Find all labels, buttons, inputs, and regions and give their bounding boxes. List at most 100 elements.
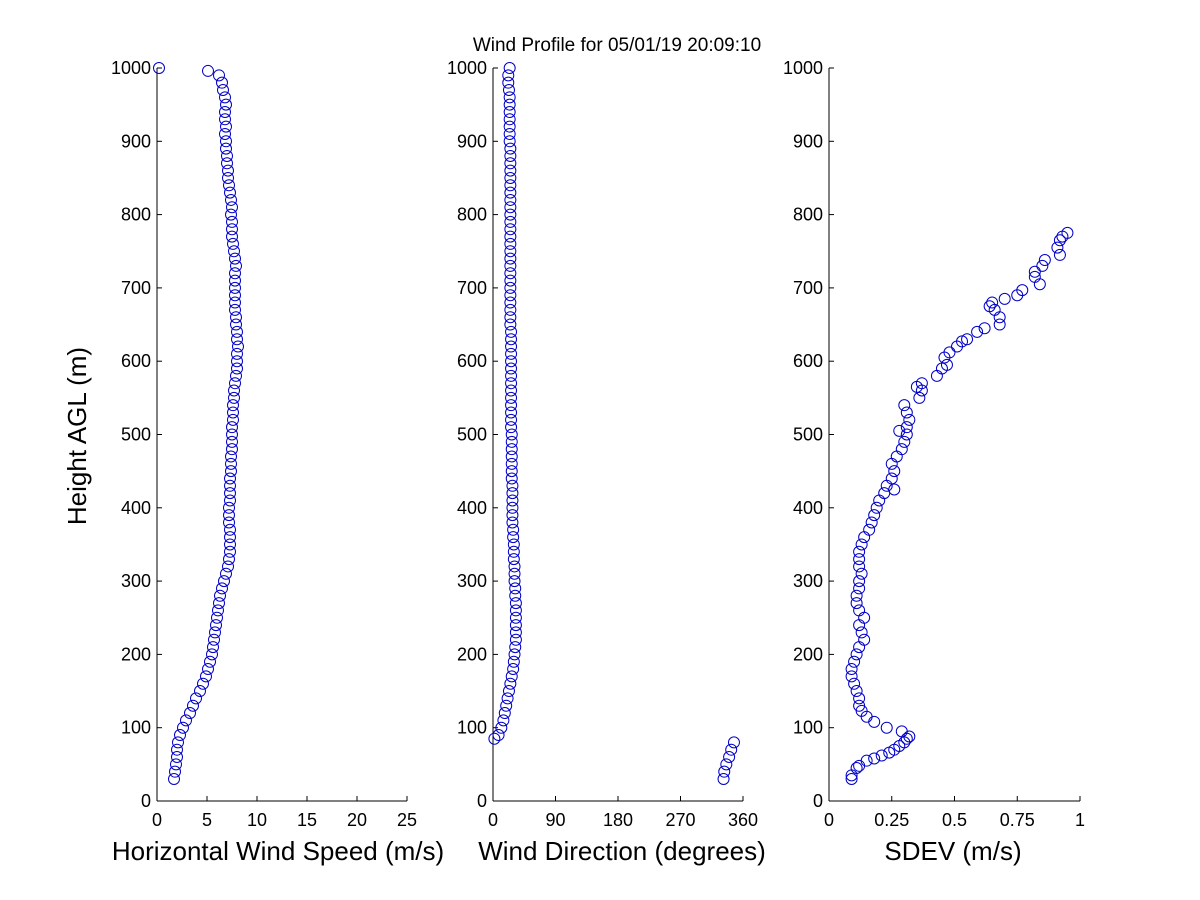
speed-data-point: [224, 523, 236, 536]
speed-data-point: [216, 76, 228, 89]
sdev-data-point: [850, 589, 863, 602]
direction-data-point: [501, 692, 514, 705]
direction-data-point: [508, 575, 521, 588]
direction-data-point: [505, 355, 518, 368]
sdev-data-point: [868, 752, 881, 765]
speed-data-point: [230, 318, 242, 331]
speed-data-point: [225, 193, 237, 206]
speed-data-point: [224, 538, 236, 551]
direction-data-point: [504, 164, 517, 177]
speed-data-point: [190, 692, 202, 705]
speed-data-point: [229, 289, 241, 302]
sdev-data-point: [845, 670, 858, 683]
speed-data-point: [223, 501, 235, 514]
direction-data-point: [509, 611, 522, 624]
direction-data-point: [504, 296, 517, 309]
sdev-data-point: [858, 633, 871, 646]
direction-data-point: [503, 127, 516, 140]
speed-data-point: [230, 311, 242, 324]
direction-data-point: [509, 597, 522, 610]
direction-data-point: [503, 62, 516, 74]
direction-data-point: [509, 619, 522, 632]
speed-data-point: [180, 714, 192, 727]
sdev-data-point: [986, 296, 999, 309]
direction-data-point: [502, 685, 515, 698]
sdev-data-point: [870, 501, 883, 514]
speed-data-point: [224, 494, 236, 507]
direction-data-point: [504, 149, 517, 162]
sdev-data-point: [858, 531, 871, 544]
speed-y-tick-label: 400: [121, 498, 151, 518]
speed-data-point: [226, 215, 238, 228]
direction-data-point: [507, 663, 520, 676]
speed-data-point: [202, 663, 214, 676]
sdev-y-tick-label: 200: [793, 644, 823, 664]
speed-data-point: [227, 237, 239, 250]
direction-y-tick-label: 500: [457, 425, 487, 445]
speed-data-point: [227, 406, 239, 419]
speed-data-point: [223, 516, 235, 529]
speed-data-point: [229, 281, 241, 294]
speed-data-point: [202, 64, 214, 77]
sdev-data-point: [880, 721, 893, 734]
sdev-data-point: [858, 611, 871, 624]
direction-x-tick-label: 90: [545, 810, 565, 830]
sdev-data-point: [850, 597, 863, 610]
speed-data-point: [194, 685, 206, 698]
direction-data-point: [498, 707, 511, 720]
sdev-y-tick-label: 100: [793, 718, 823, 738]
direction-data-point: [509, 641, 522, 654]
direction-data-point: [506, 487, 519, 500]
speed-data-point: [208, 633, 220, 646]
direction-data-point: [504, 237, 517, 250]
direction-data-point: [492, 729, 505, 742]
sdev-data-point: [895, 725, 908, 738]
sdev-data-point: [903, 413, 916, 426]
direction-data-point: [505, 384, 518, 397]
speed-data-point: [222, 164, 234, 177]
direction-data-point: [506, 516, 519, 529]
sdev-data-point: [853, 582, 866, 595]
speed-data-point: [169, 765, 181, 778]
direction-data-point: [505, 443, 518, 456]
speed-data-point: [207, 641, 219, 654]
direction-y-tick-label: 200: [457, 644, 487, 664]
speed-data-point: [219, 113, 231, 126]
sdev-data-point: [890, 450, 903, 463]
speed-data-point: [168, 773, 180, 786]
sdev-data-point: [868, 509, 881, 522]
speed-data-point: [230, 369, 242, 382]
direction-data-point: [508, 648, 521, 661]
sdev-data-point: [898, 399, 911, 412]
speed-data-point: [224, 545, 236, 558]
speed-data-point: [223, 553, 235, 566]
direction-data-point: [505, 399, 518, 412]
sdev-data-point: [956, 335, 969, 348]
sdev-data-point: [998, 292, 1011, 305]
sdev-data-point: [983, 300, 996, 313]
speed-data-point: [153, 62, 165, 74]
direction-data-point: [502, 76, 515, 89]
speed-y-tick-label: 200: [121, 644, 151, 664]
sdev-data-point: [900, 428, 913, 441]
speed-data-point: [226, 435, 238, 448]
speed-x-tick-label: 5: [202, 810, 212, 830]
sdev-data-point: [853, 699, 866, 712]
sdev-data-point: [848, 677, 861, 690]
speed-data-point: [212, 604, 224, 617]
sdev-data-point: [873, 494, 886, 507]
sdev-y-tick-label: 1000: [783, 58, 823, 78]
sdev-data-point: [863, 523, 876, 536]
direction-data-point: [507, 655, 520, 668]
direction-data-point: [509, 604, 522, 617]
direction-data-point: [504, 230, 517, 243]
direction-data-point: [502, 69, 515, 82]
speed-data-point: [226, 421, 238, 434]
speed-data-point: [227, 413, 239, 426]
sdev-data-point: [855, 626, 868, 639]
speed-data-point: [213, 69, 225, 82]
sdev-x-tick-label: 0.75: [1000, 810, 1035, 830]
direction-data-point: [505, 391, 518, 404]
speed-data-point: [228, 391, 240, 404]
speed-data-point: [226, 443, 238, 456]
